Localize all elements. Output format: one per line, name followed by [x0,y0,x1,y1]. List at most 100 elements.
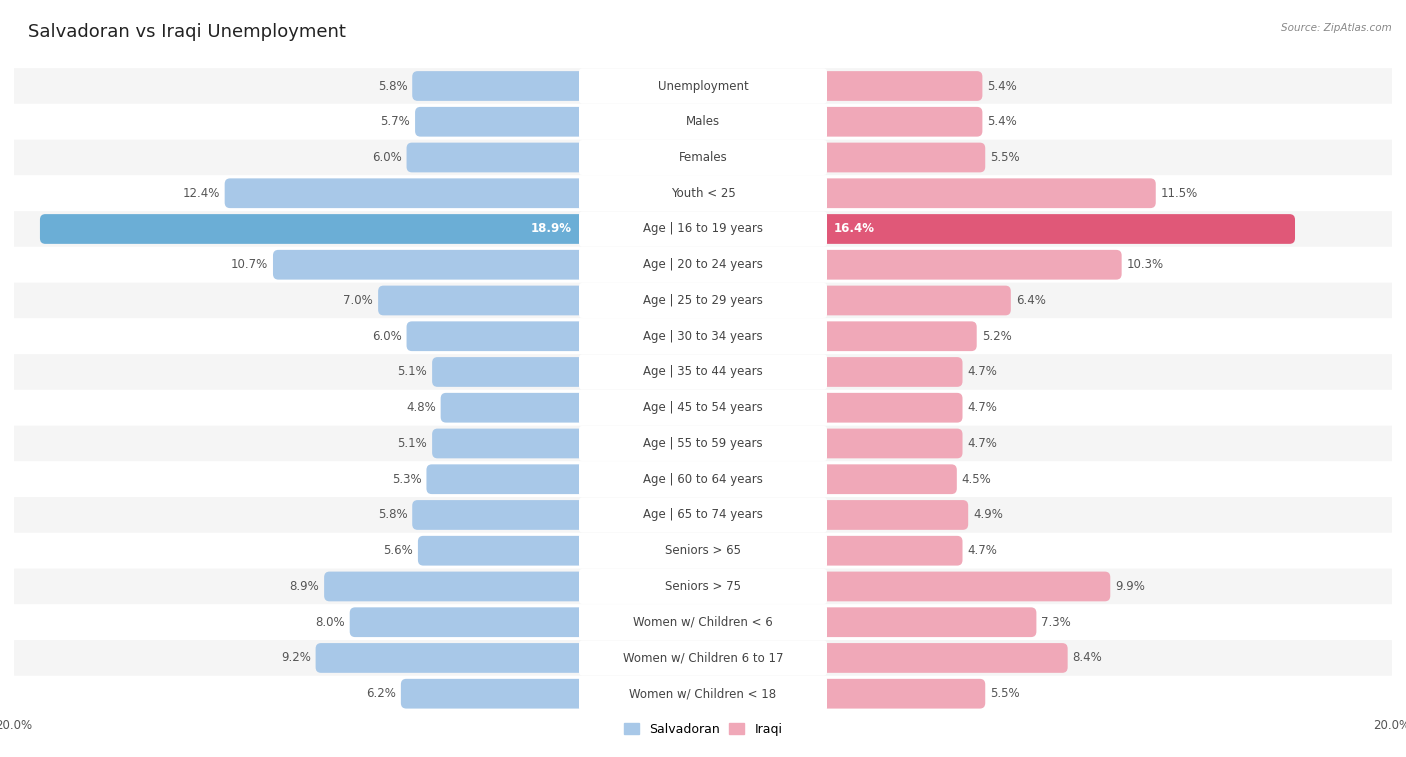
FancyBboxPatch shape [401,679,588,709]
FancyBboxPatch shape [818,607,1036,637]
Legend: Salvadoran, Iraqi: Salvadoran, Iraqi [619,718,787,740]
FancyBboxPatch shape [418,536,588,565]
Text: 5.2%: 5.2% [981,330,1011,343]
FancyBboxPatch shape [579,68,827,104]
FancyBboxPatch shape [818,643,1067,673]
Text: Seniors > 75: Seniors > 75 [665,580,741,593]
FancyBboxPatch shape [579,390,827,425]
FancyBboxPatch shape [14,104,1392,139]
FancyBboxPatch shape [14,390,1392,425]
Text: Age | 25 to 29 years: Age | 25 to 29 years [643,294,763,307]
Text: Unemployment: Unemployment [658,79,748,92]
FancyBboxPatch shape [14,425,1392,461]
Text: Males: Males [686,115,720,128]
Text: Age | 30 to 34 years: Age | 30 to 34 years [643,330,763,343]
FancyBboxPatch shape [14,676,1392,712]
Text: 12.4%: 12.4% [183,187,219,200]
FancyBboxPatch shape [818,107,983,136]
FancyBboxPatch shape [14,319,1392,354]
Text: 9.2%: 9.2% [281,652,311,665]
Text: 5.6%: 5.6% [384,544,413,557]
FancyBboxPatch shape [579,533,827,569]
FancyBboxPatch shape [14,282,1392,319]
Text: 18.9%: 18.9% [531,223,572,235]
Text: 5.4%: 5.4% [987,115,1017,128]
Text: 6.4%: 6.4% [1015,294,1046,307]
FancyBboxPatch shape [818,285,1011,316]
FancyBboxPatch shape [406,322,588,351]
FancyBboxPatch shape [579,211,827,247]
Text: Youth < 25: Youth < 25 [671,187,735,200]
FancyBboxPatch shape [14,176,1392,211]
Text: Salvadoran vs Iraqi Unemployment: Salvadoran vs Iraqi Unemployment [28,23,346,41]
Text: Women w/ Children < 6: Women w/ Children < 6 [633,615,773,629]
FancyBboxPatch shape [818,679,986,709]
Text: 8.4%: 8.4% [1073,652,1102,665]
Text: Age | 65 to 74 years: Age | 65 to 74 years [643,509,763,522]
FancyBboxPatch shape [14,533,1392,569]
FancyBboxPatch shape [432,428,588,458]
Text: Age | 55 to 59 years: Age | 55 to 59 years [643,437,763,450]
FancyBboxPatch shape [579,605,827,640]
Text: 6.2%: 6.2% [366,687,396,700]
FancyBboxPatch shape [273,250,588,279]
Text: 5.7%: 5.7% [381,115,411,128]
Text: Females: Females [679,151,727,164]
FancyBboxPatch shape [39,214,588,244]
FancyBboxPatch shape [378,285,588,316]
FancyBboxPatch shape [426,464,588,494]
Text: Women w/ Children < 18: Women w/ Children < 18 [630,687,776,700]
Text: Source: ZipAtlas.com: Source: ZipAtlas.com [1281,23,1392,33]
FancyBboxPatch shape [579,319,827,354]
FancyBboxPatch shape [818,214,1295,244]
FancyBboxPatch shape [14,139,1392,176]
Text: 4.7%: 4.7% [967,544,997,557]
Text: Age | 20 to 24 years: Age | 20 to 24 years [643,258,763,271]
FancyBboxPatch shape [325,572,588,601]
Text: 10.7%: 10.7% [231,258,269,271]
FancyBboxPatch shape [579,283,827,318]
FancyBboxPatch shape [579,354,827,390]
Text: 16.4%: 16.4% [834,223,875,235]
Text: 5.1%: 5.1% [398,437,427,450]
Text: 4.5%: 4.5% [962,472,991,486]
Text: 4.8%: 4.8% [406,401,436,414]
FancyBboxPatch shape [579,462,827,497]
FancyBboxPatch shape [579,497,827,532]
Text: 5.5%: 5.5% [990,151,1019,164]
FancyBboxPatch shape [818,500,969,530]
FancyBboxPatch shape [579,176,827,210]
FancyBboxPatch shape [14,461,1392,497]
Text: Age | 35 to 44 years: Age | 35 to 44 years [643,366,763,378]
Text: Age | 60 to 64 years: Age | 60 to 64 years [643,472,763,486]
FancyBboxPatch shape [14,604,1392,640]
Text: Age | 16 to 19 years: Age | 16 to 19 years [643,223,763,235]
FancyBboxPatch shape [579,248,827,282]
FancyBboxPatch shape [406,142,588,173]
Text: Women w/ Children 6 to 17: Women w/ Children 6 to 17 [623,652,783,665]
Text: 4.7%: 4.7% [967,366,997,378]
FancyBboxPatch shape [818,142,986,173]
Text: 11.5%: 11.5% [1161,187,1198,200]
FancyBboxPatch shape [14,569,1392,604]
Text: Seniors > 65: Seniors > 65 [665,544,741,557]
Text: 5.8%: 5.8% [378,509,408,522]
FancyBboxPatch shape [432,357,588,387]
FancyBboxPatch shape [818,536,963,565]
FancyBboxPatch shape [14,497,1392,533]
Text: 4.9%: 4.9% [973,509,1002,522]
Text: 7.0%: 7.0% [343,294,373,307]
FancyBboxPatch shape [14,68,1392,104]
Text: 9.9%: 9.9% [1115,580,1144,593]
Text: 7.3%: 7.3% [1042,615,1071,629]
Text: 5.3%: 5.3% [392,472,422,486]
FancyBboxPatch shape [818,179,1156,208]
FancyBboxPatch shape [579,640,827,675]
FancyBboxPatch shape [440,393,588,422]
FancyBboxPatch shape [818,464,957,494]
Text: 8.0%: 8.0% [315,615,344,629]
FancyBboxPatch shape [225,179,588,208]
FancyBboxPatch shape [579,426,827,461]
Text: 5.5%: 5.5% [990,687,1019,700]
FancyBboxPatch shape [14,640,1392,676]
